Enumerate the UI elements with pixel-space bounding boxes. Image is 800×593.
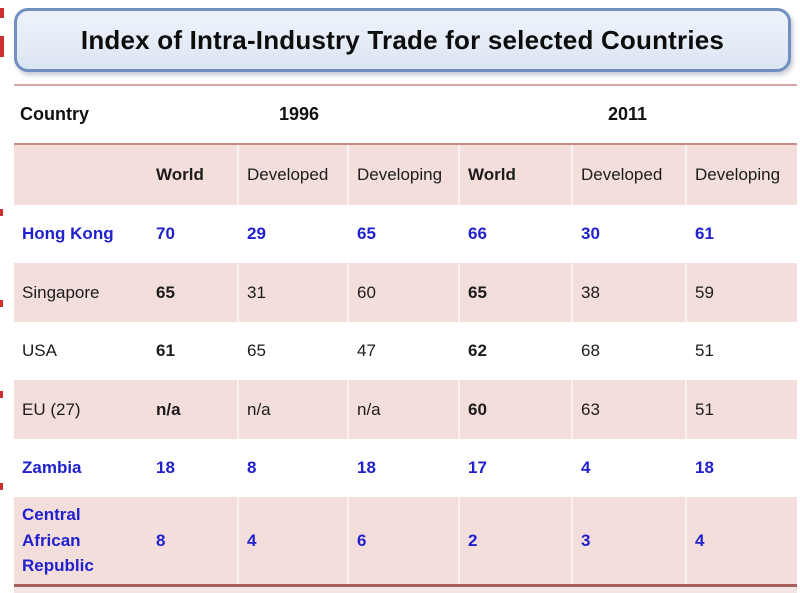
value-cell: 51 [695, 341, 714, 361]
value-cell: 65 [357, 224, 376, 244]
column-header-world-2011: World [458, 145, 571, 205]
value-cell: 47 [357, 341, 376, 361]
country-cell: USA [22, 341, 57, 361]
value-cell: 66 [468, 224, 487, 244]
country-cell: Central African Republic [22, 505, 94, 576]
table-header-years: Country 1996 2011 [14, 86, 797, 143]
table-row: Central African Republic 8 4 6 2 3 4 [14, 497, 797, 584]
value-cell: 18 [156, 458, 175, 478]
column-header-developing-1996: Developing [347, 145, 458, 205]
value-cell: 30 [581, 224, 600, 244]
left-edge-artifact [0, 209, 3, 216]
column-header-country: Country [20, 104, 89, 124]
country-cell: Singapore [22, 282, 100, 302]
value-cell: 65 [156, 282, 175, 302]
value-cell: 63 [571, 380, 685, 439]
country-cell: Hong Kong [22, 224, 114, 244]
left-edge-artifact [0, 8, 4, 18]
table-row: Hong Kong 70 29 65 66 30 61 [14, 205, 797, 263]
column-header-developed-1996: Developed [237, 145, 347, 205]
column-header-year-2011: 2011 [607, 104, 648, 124]
value-cell: 61 [156, 341, 175, 361]
country-cell: EU (27) [22, 399, 81, 419]
value-cell: 4 [581, 458, 591, 478]
column-header-world-1996: World [156, 165, 204, 185]
table-subheader-row: World Developed Developing World Develop… [14, 145, 797, 205]
value-cell: 18 [357, 458, 376, 478]
value-cell: 6 [347, 497, 458, 584]
title-banner: Index of Intra-Industry Trade for select… [14, 8, 791, 72]
value-cell: 3 [571, 497, 685, 584]
divider-bottom [14, 584, 797, 587]
subheader-empty-cell [14, 145, 140, 205]
divider-top [14, 84, 797, 86]
value-cell: 70 [156, 224, 175, 244]
table-row: Singapore 65 31 60 65 38 59 [14, 263, 797, 322]
country-cell: Zambia [22, 458, 82, 478]
value-cell: 60 [347, 263, 458, 322]
value-cell: 8 [156, 530, 166, 550]
table-body: Hong Kong 70 29 65 66 30 61 Singapore 65 31 60 65 38… [14, 205, 797, 584]
value-cell: 68 [581, 341, 600, 361]
page-title: Index of Intra-Industry Trade for select… [80, 24, 725, 55]
value-cell: 65 [247, 341, 266, 361]
value-cell: 4 [237, 497, 347, 584]
value-cell: 31 [237, 263, 347, 322]
value-cell: 65 [458, 263, 571, 322]
divider-header [14, 143, 797, 145]
column-header-year-1996: 1996 [278, 104, 320, 124]
value-cell: 18 [695, 458, 714, 478]
value-cell: 60 [458, 380, 571, 439]
left-edge-artifact [0, 300, 3, 307]
value-cell: 51 [685, 380, 797, 439]
value-cell: 61 [695, 224, 714, 244]
value-cell: n/a [347, 380, 458, 439]
table-row: Zambia 18 8 18 17 4 18 [14, 439, 797, 497]
iit-table: Country 1996 2011 World Developed Develo… [14, 84, 797, 593]
value-cell: 4 [685, 497, 797, 584]
value-cell: 62 [468, 341, 487, 361]
column-header-developing-2011: Developing [685, 145, 797, 205]
value-cell: 59 [685, 263, 797, 322]
left-edge-artifact [0, 483, 3, 490]
left-edge-artifact [0, 36, 4, 57]
value-cell: n/a [156, 399, 181, 419]
column-header-developed-2011: Developed [571, 145, 685, 205]
left-edge-artifact [0, 391, 3, 398]
value-cell: 8 [247, 458, 257, 478]
value-cell: 17 [468, 458, 487, 478]
table-row: EU (27) n/a n/a n/a 60 63 51 [14, 380, 797, 439]
bottom-margin-strip [14, 587, 797, 593]
value-cell: 38 [571, 263, 685, 322]
table-row: USA 61 65 47 62 68 51 [14, 322, 797, 380]
value-cell: 29 [247, 224, 266, 244]
value-cell: 2 [458, 497, 571, 584]
value-cell: n/a [237, 380, 347, 439]
